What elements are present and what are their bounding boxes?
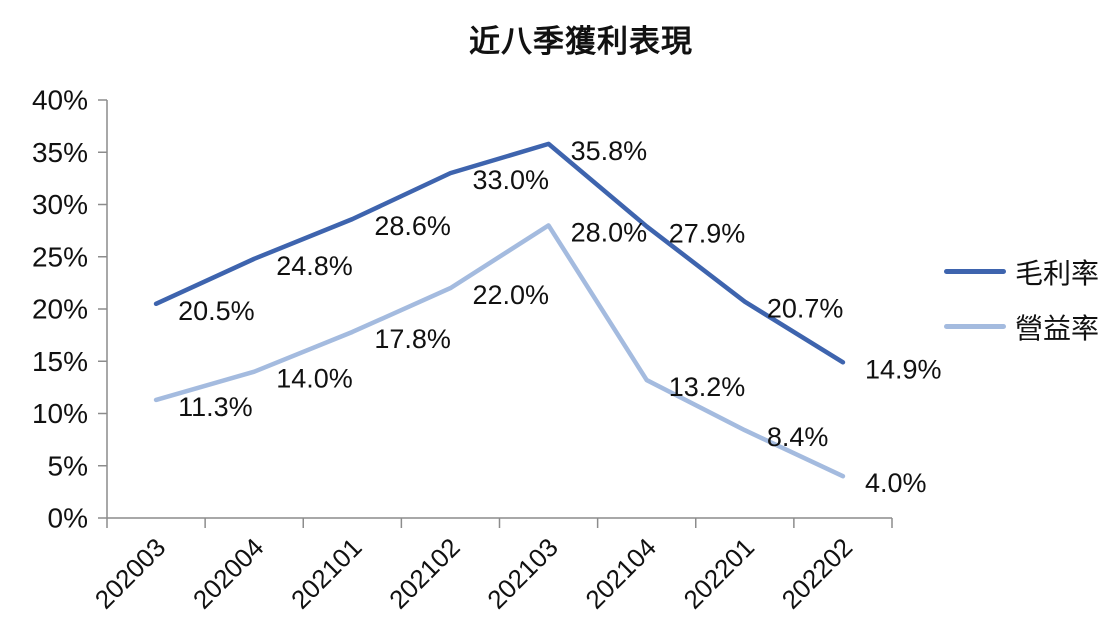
x-tick-label: 202003: [89, 532, 172, 615]
data-label: 11.3%: [178, 392, 253, 422]
data-label: 14.9%: [865, 354, 942, 384]
y-tick-label: 0%: [48, 503, 88, 534]
series-line-0: [153, 141, 846, 365]
y-tick-label: 10%: [32, 398, 88, 429]
data-label: 28.0%: [571, 217, 648, 247]
x-tick-label: 202102: [383, 532, 466, 615]
x-tick-label: 202104: [579, 532, 662, 615]
data-label: 20.5%: [178, 296, 255, 326]
data-label: 33.0%: [472, 165, 549, 195]
y-tick-label: 35%: [32, 137, 88, 168]
data-label: 8.4%: [767, 422, 829, 452]
data-label: 13.2%: [669, 372, 746, 402]
data-label: 22.0%: [472, 280, 549, 310]
x-tick-label: 202201: [677, 532, 760, 615]
x-tick-label: 202103: [481, 532, 564, 615]
y-tick-label: 20%: [32, 294, 88, 325]
x-tick-label: 202101: [285, 532, 368, 615]
y-tick-label: 25%: [32, 241, 88, 272]
series-line-1: [153, 223, 846, 479]
y-tick-label: 15%: [32, 346, 88, 377]
legend-item-operating-margin: 營益率: [944, 311, 1099, 344]
data-label: 20.7%: [767, 294, 844, 324]
legend-label-gross-margin: 毛利率: [1015, 257, 1100, 289]
data-label: 4.0%: [865, 468, 927, 498]
data-label: 17.8%: [374, 324, 451, 354]
data-label: 14.0%: [276, 364, 353, 394]
legend-label-operating-margin: 營益率: [1015, 312, 1100, 344]
operating-margin-line-swatch: [944, 324, 1006, 329]
data-label: 24.8%: [276, 251, 353, 281]
data-label: 28.6%: [374, 211, 451, 241]
y-tick-label: 30%: [32, 189, 88, 220]
legend-item-gross-margin: 毛利率: [944, 256, 1099, 289]
y-tick-label: 5%: [48, 450, 88, 481]
gross-margin-line-swatch: [944, 269, 1006, 274]
x-tick-label: 202202: [776, 532, 859, 615]
y-tick-label: 40%: [32, 85, 88, 116]
data-label: 35.8%: [571, 136, 648, 166]
x-tick-label: 202004: [187, 532, 270, 615]
chart-title: 近八季獲利表現: [469, 24, 693, 59]
chart-legend: 毛利率 營益率: [944, 256, 1099, 344]
data-label: 27.9%: [669, 218, 746, 248]
